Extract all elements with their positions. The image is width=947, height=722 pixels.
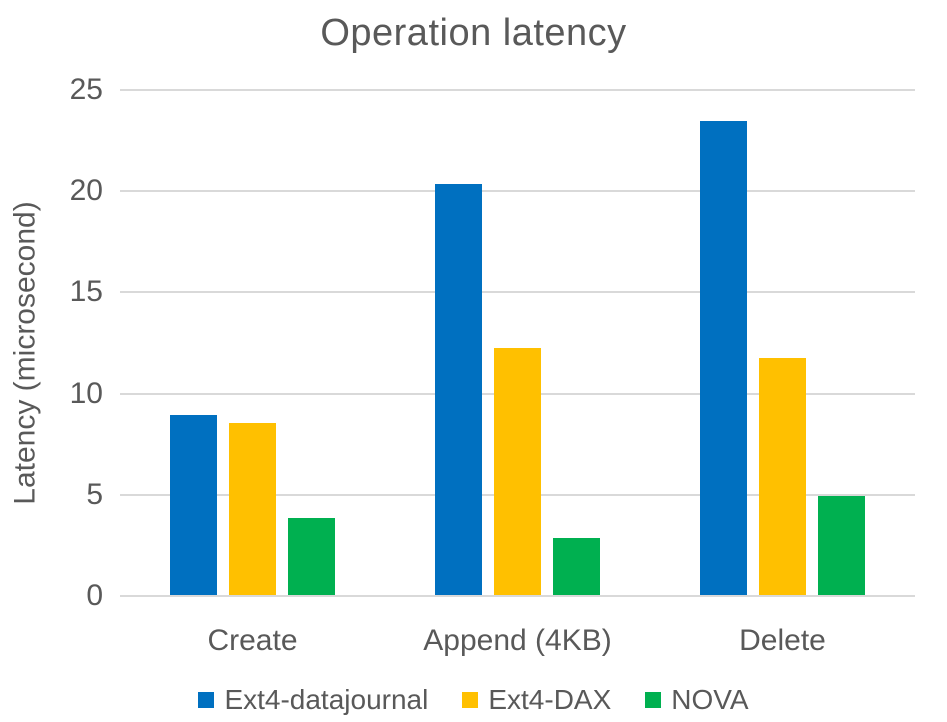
y-tick-label-15: 15 bbox=[69, 275, 103, 309]
gridline-0 bbox=[120, 595, 915, 597]
gridline-20 bbox=[120, 190, 915, 193]
bar-ext4-datajournal-delete bbox=[700, 121, 747, 595]
legend-swatch-icon-ext4-dax bbox=[462, 692, 479, 708]
legend-item-ext4-datajournal: Ext4-datajournal bbox=[198, 684, 428, 716]
bar-ext4-dax-delete bbox=[759, 358, 806, 595]
x-axis-label-append-4kb: Append (4KB) bbox=[423, 624, 612, 657]
legend-item-ext4-dax: Ext4-DAX bbox=[462, 684, 611, 716]
chart-title: Operation latency bbox=[320, 12, 627, 54]
bar-ext4-datajournal-create bbox=[170, 414, 217, 595]
legend-label-nova: NOVA bbox=[671, 684, 749, 715]
gridline-25 bbox=[120, 89, 915, 91]
y-tick-label-25: 25 bbox=[69, 73, 103, 106]
legend-swatch-icon-ext4-datajournal bbox=[198, 692, 215, 708]
bar-group-create bbox=[170, 414, 335, 595]
bar-ext4-datajournal-append-4kb bbox=[435, 184, 482, 595]
bar-group-delete bbox=[700, 121, 865, 595]
legend-item-nova: NOVA bbox=[645, 684, 749, 716]
bar-ext4-dax-create bbox=[229, 422, 276, 595]
gridline-15 bbox=[120, 291, 915, 294]
bar-group-append-4kb bbox=[435, 184, 600, 595]
legend: Ext4-datajournal Ext4-DAX NOVA bbox=[0, 684, 947, 716]
y-tick-label-5: 5 bbox=[86, 477, 103, 511]
bar-nova-append-4kb bbox=[553, 538, 600, 595]
y-axis-title-text: Latency (microsecond) bbox=[9, 201, 42, 505]
bar-nova-create bbox=[288, 518, 335, 595]
y-tick-label-20: 20 bbox=[69, 174, 103, 208]
bar-ext4-dax-append-4kb bbox=[494, 348, 541, 595]
y-tick-label-0: 0 bbox=[86, 579, 103, 612]
legend-label-ext4-datajournal: Ext4-datajournal bbox=[224, 684, 429, 715]
legend-swatch-icon-nova bbox=[645, 692, 662, 708]
x-axis-label-create: Create bbox=[207, 624, 298, 657]
bar-nova-delete bbox=[818, 495, 865, 595]
legend-label-ext4-dax: Ext4-DAX bbox=[488, 684, 612, 715]
y-tick-label-10: 10 bbox=[69, 376, 103, 410]
plot-area bbox=[120, 89, 915, 597]
x-axis-label-delete: Delete bbox=[739, 624, 826, 657]
